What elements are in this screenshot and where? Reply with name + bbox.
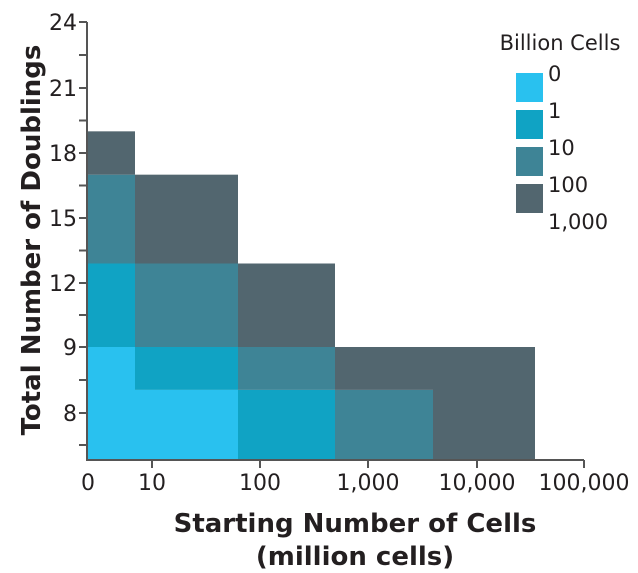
x-tick-label: 10 <box>138 471 166 496</box>
y-tick-label: 18 <box>49 142 77 167</box>
x-axis-title: Starting Number of Cells <box>174 509 537 539</box>
legend-title: Billion Cells <box>500 31 621 55</box>
x-axis-subtitle: (million cells) <box>256 542 454 572</box>
y-axis-title: Total Number of Doublings <box>17 45 47 436</box>
heatmap-cell <box>87 347 135 459</box>
heatmap-cells <box>87 131 535 459</box>
legend-label: 10 <box>548 136 575 160</box>
legend-label: 1 <box>548 99 561 123</box>
legend: Billion Cells 0 1 10 100 1,000 <box>500 31 621 234</box>
heatmap-cell <box>135 389 238 459</box>
y-tick-label: 15 <box>49 207 77 232</box>
y-tick-label: 12 <box>49 272 77 297</box>
heatmap-cell <box>87 263 135 347</box>
y-tick-label: 9 <box>63 336 77 361</box>
heatmap-cell <box>238 347 335 390</box>
heatmap-cell <box>135 347 238 390</box>
heatmap-cell <box>87 131 135 175</box>
x-tick-label: 0 <box>81 471 95 496</box>
legend-swatch <box>516 147 543 176</box>
y-tick-label: 8 <box>63 402 77 427</box>
legend-swatch <box>516 73 543 102</box>
axis-lines <box>86 22 584 461</box>
y-tick-label: 21 <box>49 77 77 102</box>
heatmap-cell <box>335 389 433 459</box>
legend-swatch <box>516 110 543 139</box>
x-tick-label: 10,000 <box>439 471 516 496</box>
x-tick-label: 100 <box>239 471 281 496</box>
legend-label: 0 <box>548 62 561 86</box>
heatmap-cell <box>238 389 335 459</box>
heatmap-cell <box>87 174 135 264</box>
heatmap-cell <box>335 347 433 390</box>
legend-swatch <box>516 184 543 213</box>
heatmap-cell <box>135 263 238 347</box>
legend-label: 1,000 <box>548 210 608 234</box>
legend-label: 100 <box>548 173 588 197</box>
x-tick-label: 1,000 <box>337 471 400 496</box>
heatmap-cell <box>135 174 238 264</box>
heatmap-cell <box>433 347 535 459</box>
x-tick-label: 100,000 <box>539 471 630 496</box>
y-tick-label: 24 <box>49 11 77 36</box>
heatmap-cell <box>238 263 335 347</box>
